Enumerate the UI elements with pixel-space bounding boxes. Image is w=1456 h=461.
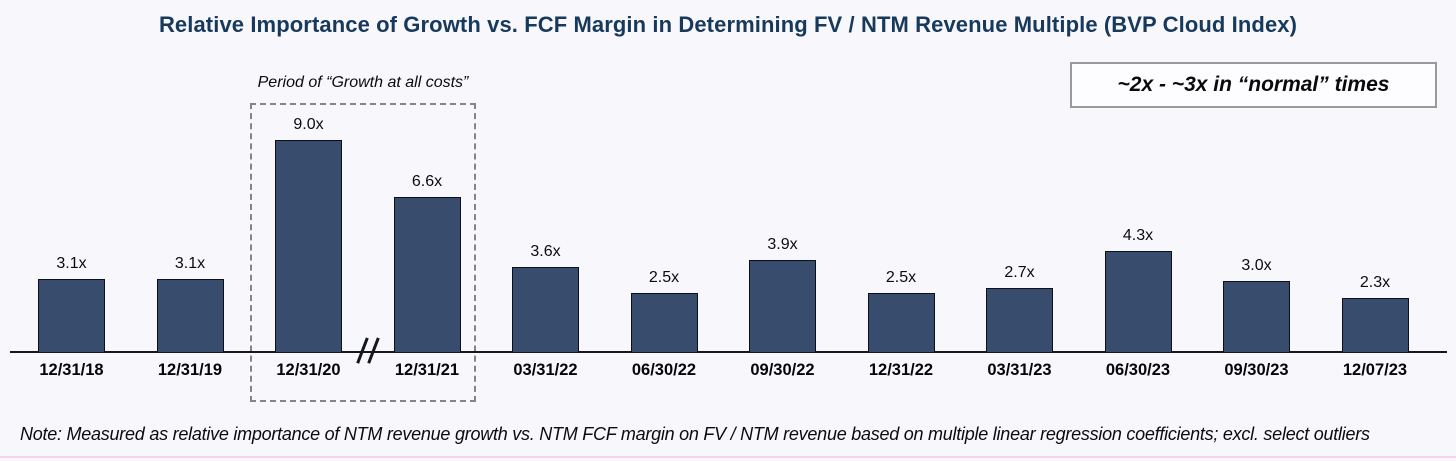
bar xyxy=(156,279,224,352)
bar-value-label: 3.6x xyxy=(530,243,561,260)
bar-value-label: 4.3x xyxy=(1122,227,1154,244)
bar-value-label: 3.0x xyxy=(1241,257,1272,274)
x-axis-label: 12/31/22 xyxy=(868,361,934,379)
bottom-divider-line xyxy=(0,456,1456,458)
bar xyxy=(867,293,935,352)
x-axis-label: 12/31/21 xyxy=(394,361,460,379)
x-axis-label: 12/31/18 xyxy=(39,361,104,379)
bar-value-label: 2.3x xyxy=(1359,274,1391,291)
bar xyxy=(1223,281,1290,352)
chart-title: Relative Importance of Growth vs. FCF Ma… xyxy=(158,12,1298,37)
footnote: Note: Measured as relative importance of… xyxy=(20,424,1370,444)
x-axis-label: 06/30/23 xyxy=(1105,361,1171,379)
bar-value-label: 3.1x xyxy=(56,255,87,272)
bar xyxy=(512,267,579,352)
bar-value-label: 2.7x xyxy=(1004,264,1035,281)
highlight-dashed-box xyxy=(250,103,476,402)
bar xyxy=(38,279,105,352)
bar xyxy=(749,260,816,352)
bar xyxy=(393,197,461,352)
x-axis-label: 12/31/20 xyxy=(276,361,341,379)
x-axis-label: 03/31/22 xyxy=(513,361,578,379)
x-axis-line xyxy=(10,351,1447,354)
bar xyxy=(1341,298,1409,352)
bar xyxy=(630,293,698,352)
bar-value-label: 2.5x xyxy=(648,269,680,286)
x-axis-label: 09/30/23 xyxy=(1224,361,1289,379)
x-axis-label: 03/31/23 xyxy=(987,361,1052,379)
bar xyxy=(986,288,1053,352)
x-axis-label: 06/30/22 xyxy=(631,361,697,379)
bar xyxy=(1104,251,1172,352)
x-axis-label: 12/31/19 xyxy=(157,361,223,379)
bar-value-label: 3.1x xyxy=(174,255,206,272)
x-axis-label: 09/30/22 xyxy=(750,361,815,379)
bar xyxy=(275,140,342,352)
x-axis-label: 12/07/23 xyxy=(1342,361,1408,379)
normal-times-callout: ~2x - ~3x in “normal” times xyxy=(1070,62,1437,108)
growth-period-annotation: Period of “Growth at all costs” xyxy=(257,74,469,91)
bar-value-label: 2.5x xyxy=(885,269,917,286)
bar-value-label: 6.6x xyxy=(411,173,443,190)
bar-value-label: 3.9x xyxy=(767,236,798,253)
bar-value-label: 9.0x xyxy=(293,116,324,133)
